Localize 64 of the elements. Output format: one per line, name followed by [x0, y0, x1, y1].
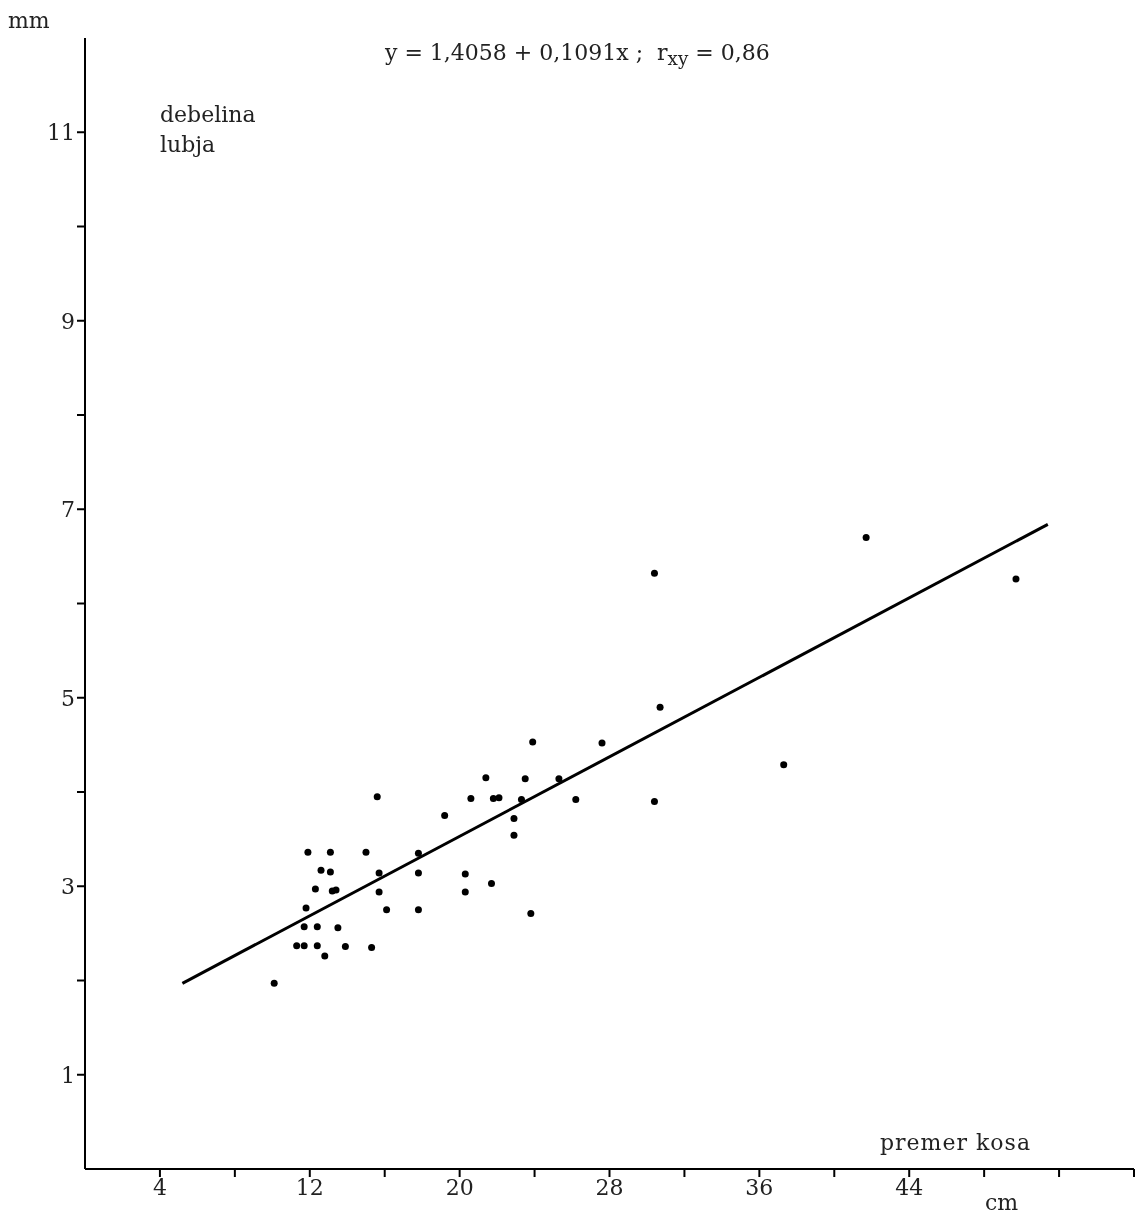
x-tick-label: 20 — [445, 1174, 474, 1200]
y-tick-label: 7 — [61, 497, 75, 523]
annotation: y = 1,4058 + 0,1091x ; r$_{xy}$ = 0,86 — [385, 40, 770, 70]
point — [862, 534, 870, 542]
y-tick-label: 11 — [47, 120, 75, 146]
point — [313, 923, 321, 931]
point — [1012, 575, 1020, 583]
point — [529, 738, 537, 746]
point — [332, 886, 340, 894]
point — [326, 848, 334, 856]
point — [375, 888, 383, 896]
point — [341, 943, 349, 951]
text: cm — [985, 1190, 1019, 1215]
point — [270, 979, 278, 987]
point — [311, 885, 319, 893]
x-tick-label: 36 — [745, 1174, 774, 1200]
y-tick-label: 5 — [61, 685, 75, 711]
point — [461, 870, 469, 878]
point — [362, 848, 370, 856]
y-tick-label: 3 — [61, 874, 75, 900]
x-tick-label: 44 — [895, 1174, 924, 1200]
x-tick-label: 4 — [152, 1174, 167, 1200]
point — [293, 942, 301, 950]
point — [302, 904, 310, 912]
point — [495, 794, 503, 802]
y-axis-title: debelina lubja — [160, 101, 257, 159]
point — [300, 942, 308, 950]
point — [555, 775, 563, 783]
point — [487, 879, 495, 887]
point — [656, 703, 664, 711]
point — [572, 796, 580, 804]
point — [326, 868, 334, 876]
point — [414, 869, 422, 877]
x-axis-title: premer kosa — [880, 1130, 1031, 1155]
point — [650, 797, 658, 805]
y-tick-label: 1 — [61, 1062, 75, 1088]
point — [375, 869, 383, 877]
point — [780, 761, 788, 769]
point — [383, 906, 391, 914]
point — [313, 942, 321, 950]
point — [510, 814, 518, 822]
text: mm — [8, 8, 50, 33]
point — [482, 774, 490, 782]
point — [521, 775, 529, 783]
point — [467, 795, 475, 803]
point — [510, 831, 518, 839]
point — [321, 952, 329, 960]
point — [317, 866, 325, 874]
point — [650, 569, 658, 577]
point — [527, 910, 535, 918]
point — [368, 944, 376, 952]
point — [304, 848, 312, 856]
point — [598, 739, 606, 747]
point — [517, 796, 525, 804]
y-tick-label: 9 — [61, 308, 75, 334]
point — [441, 812, 449, 820]
point — [414, 906, 422, 914]
point — [414, 849, 422, 857]
x-tick-label: 12 — [295, 1174, 324, 1200]
point — [373, 793, 381, 801]
point — [300, 923, 308, 931]
point — [461, 888, 469, 896]
x-tick-label: 28 — [595, 1174, 624, 1200]
point — [334, 924, 342, 932]
